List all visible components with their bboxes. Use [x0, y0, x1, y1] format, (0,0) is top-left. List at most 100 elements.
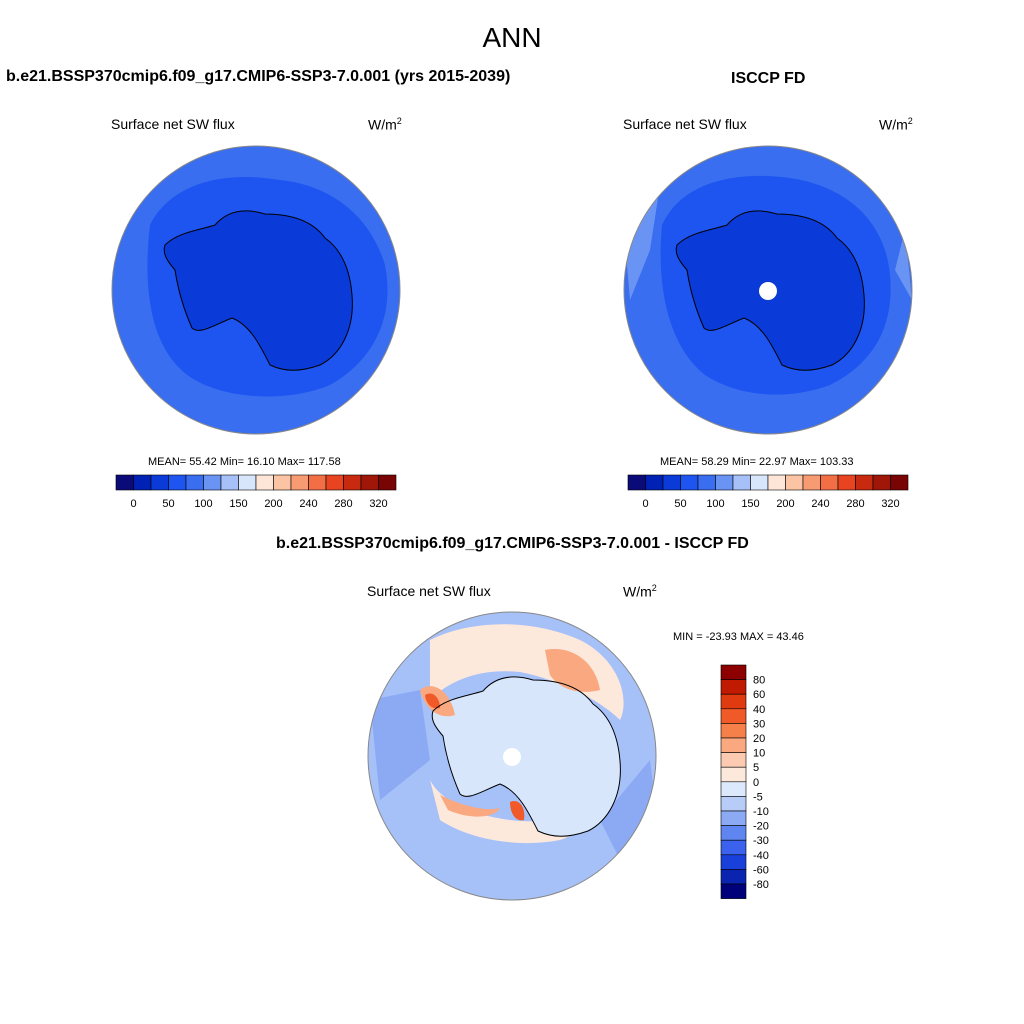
colorbar-tick-label: -80 — [753, 879, 769, 891]
colorbar-swatch — [785, 474, 804, 491]
diff-strong-positive — [510, 800, 525, 821]
colorbar-swatch — [802, 474, 821, 491]
obs-map — [624, 146, 912, 434]
obs-stats: MEAN= 58.29 Min= 22.97 Max= 103.33 — [660, 456, 854, 468]
diff-variable-label: Surface net SW flux — [367, 583, 491, 599]
obs-pole-hole — [759, 282, 777, 300]
colorbar-tick-label: 60 — [753, 689, 765, 701]
obs-variable-label: Surface net SW flux — [623, 116, 747, 132]
colorbar-swatch — [697, 474, 716, 491]
colorbar-tick-label: 30 — [753, 718, 765, 730]
colorbar-swatch — [720, 854, 747, 870]
diff-pole-hole — [503, 748, 521, 766]
colorbar-tick-label: 40 — [753, 704, 765, 716]
colorbar-swatch — [720, 679, 747, 695]
colorbar-tick-label: 200 — [776, 498, 794, 510]
colorbar-swatch — [720, 825, 747, 841]
colorbar-swatch — [680, 474, 699, 491]
colorbar-tick-label: 320 — [369, 498, 387, 510]
colorbar-swatch — [720, 796, 747, 812]
diff-positive-core — [440, 795, 500, 817]
diff-coastline — [431, 676, 621, 837]
diff-map — [368, 612, 656, 900]
model-panel-title: b.e21.BSSP370cmip6.f09_g17.CMIP6-SSP3-7.… — [6, 68, 511, 85]
colorbar-tick-label: -10 — [753, 806, 769, 818]
colorbar-tick-label: 5 — [753, 762, 759, 774]
colorbar-swatch — [720, 737, 747, 753]
colorbar-swatch — [890, 474, 909, 491]
colorbar-tick-label: -30 — [753, 835, 769, 847]
model-stats: MEAN= 55.42 Min= 16.10 Max= 117.58 — [148, 456, 341, 468]
colorbar-swatch — [720, 869, 747, 885]
model-continent — [164, 210, 353, 371]
colorbar-swatch — [720, 708, 747, 724]
colorbar-swatch — [133, 474, 152, 491]
colorbar-swatch — [378, 474, 397, 491]
colorbar-swatch — [720, 839, 747, 856]
colorbar-tick-label: 320 — [881, 498, 899, 510]
colorbar-swatch — [715, 474, 734, 491]
colorbar-swatch — [645, 474, 664, 491]
colorbar-swatch — [837, 474, 856, 491]
colorbar-swatch — [238, 474, 257, 491]
colorbar-swatch — [115, 474, 134, 491]
colorbar-swatch — [720, 766, 747, 783]
colorbar-tick-label: -60 — [753, 864, 769, 876]
colorbar-tick-label: 280 — [334, 498, 352, 510]
diff-map-border — [367, 611, 657, 901]
colorbar-swatch — [720, 723, 747, 739]
colorbar-swatch — [203, 474, 222, 491]
colorbar-tick-label: 200 — [264, 498, 282, 510]
colorbar-swatch — [732, 474, 751, 491]
obs-colorbar: 0 50 100 150 200 240 280 320 — [627, 474, 909, 510]
obs-panel-title: ISCCP FD — [731, 70, 806, 87]
diff-units-label: W/m2 — [623, 583, 657, 600]
colorbar-tick-label: 0 — [130, 498, 136, 510]
colorbar-swatch — [168, 474, 187, 491]
colorbar-tick-label: 240 — [811, 498, 829, 510]
obs-map-border — [623, 145, 913, 435]
colorbar-tick-label: 80 — [753, 675, 765, 687]
obs-coastline — [675, 210, 865, 371]
diff-positive-core — [545, 649, 600, 692]
colorbar-swatch — [220, 474, 239, 491]
colorbar-tick-label: 280 — [846, 498, 864, 510]
colorbar-swatch — [662, 474, 681, 491]
colorbar-swatch — [855, 474, 874, 491]
colorbar-tick-label: 100 — [194, 498, 212, 510]
colorbar-swatch — [872, 474, 891, 491]
colorbar-tick-label: -40 — [753, 850, 769, 862]
model-coastline — [163, 210, 353, 371]
model-colorbar: 0 50 100 150 200 240 280 320 — [115, 474, 397, 510]
colorbar-tick-label: -20 — [753, 821, 769, 833]
model-map-border — [111, 145, 401, 435]
colorbar-swatch — [720, 883, 747, 899]
diff-strong-positive — [425, 693, 440, 709]
colorbar-swatch — [720, 752, 747, 768]
model-variable-label: Surface net SW flux — [111, 116, 235, 132]
colorbar-tick-label: 20 — [753, 733, 765, 745]
colorbar-swatch — [150, 474, 169, 491]
colorbar-swatch — [308, 474, 327, 491]
diff-positive-band — [430, 624, 624, 720]
colorbar-swatch — [185, 474, 204, 491]
colorbar-swatch — [273, 474, 292, 491]
colorbar-tick-label: 50 — [674, 498, 686, 510]
colorbar-tick-label: 240 — [299, 498, 317, 510]
colorbar-swatch — [255, 474, 274, 491]
colorbar-swatch — [290, 474, 309, 491]
colorbar-tick-label: 10 — [753, 748, 765, 760]
colorbar-tick-label: 0 — [753, 777, 759, 789]
colorbar-tick-label: 50 — [162, 498, 174, 510]
colorbar-swatch — [325, 474, 344, 491]
obs-units-label: W/m2 — [879, 116, 913, 133]
colorbar-tick-label: 100 — [706, 498, 724, 510]
colorbar-tick-label: 0 — [642, 498, 648, 510]
colorbar-swatch — [720, 693, 747, 710]
colorbar-swatch — [767, 474, 786, 491]
colorbar-swatch — [750, 474, 769, 491]
colorbar-swatch — [720, 781, 747, 797]
colorbar-swatch — [627, 474, 646, 491]
colorbar-swatch — [820, 474, 839, 491]
